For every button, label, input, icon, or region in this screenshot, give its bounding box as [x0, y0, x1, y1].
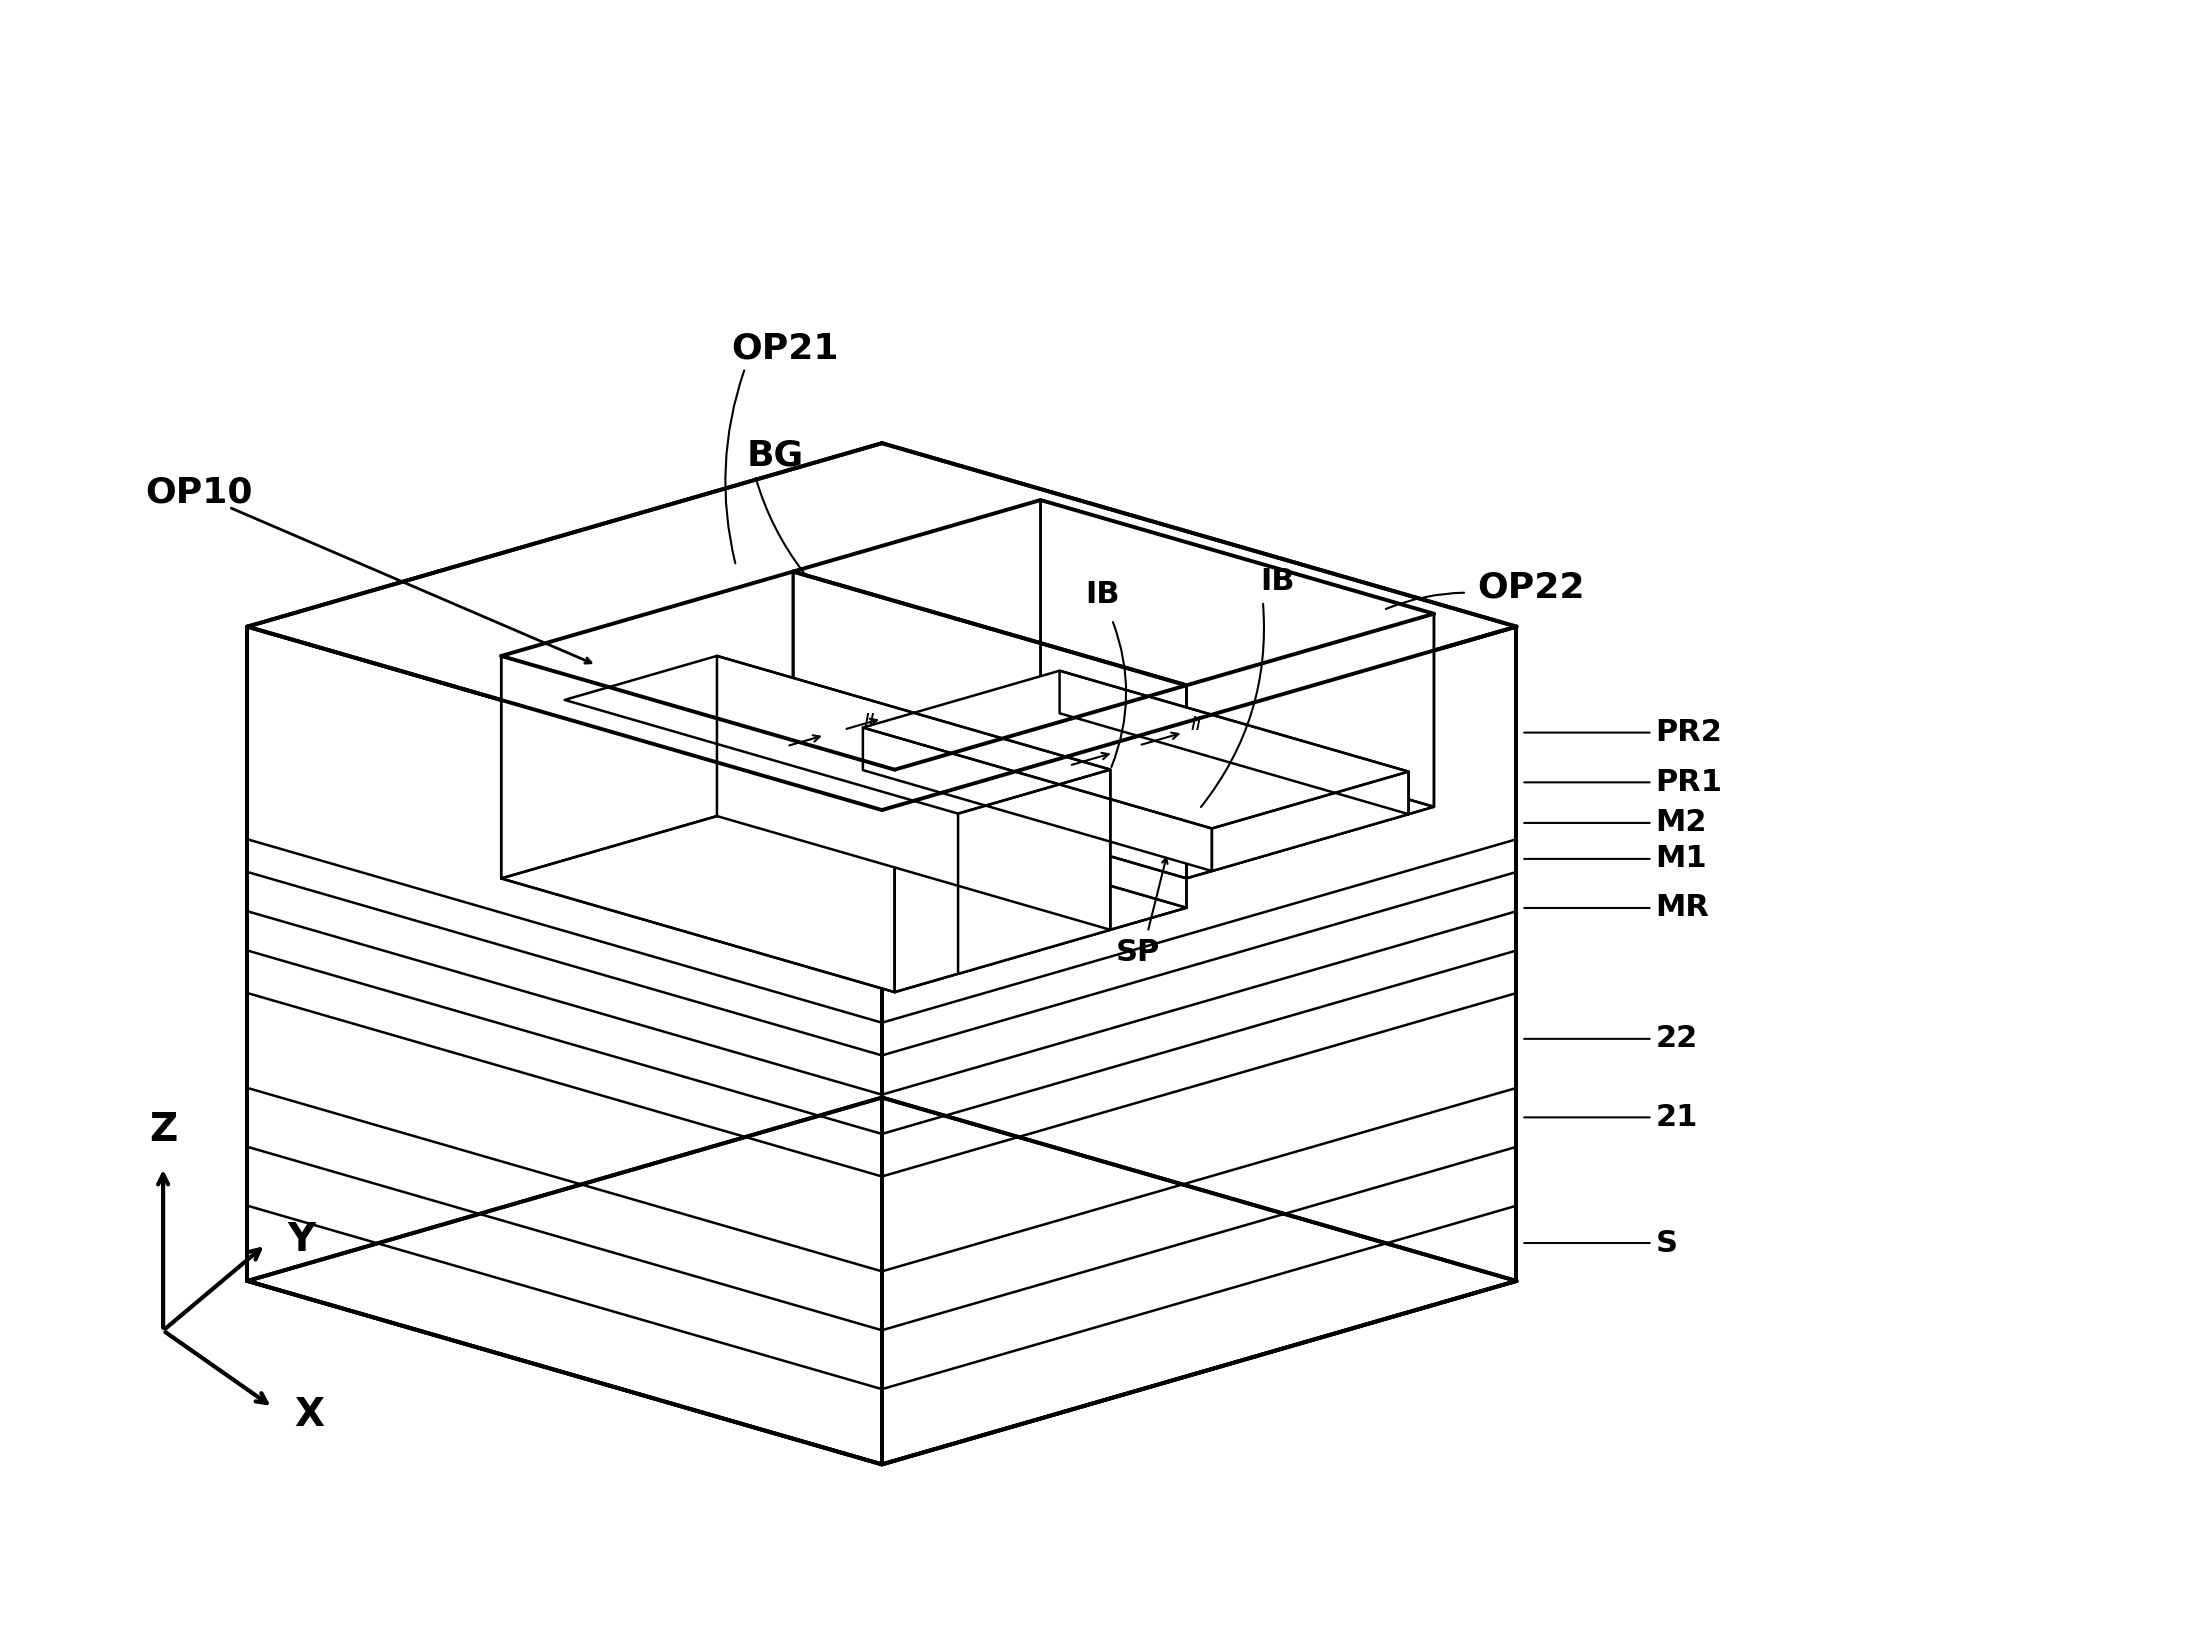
Text: OP10: OP10 [146, 474, 252, 509]
Polygon shape [793, 500, 1041, 765]
Text: OP21: OP21 [732, 332, 838, 366]
Text: OP22: OP22 [1476, 570, 1585, 604]
Text: PR2: PR2 [1525, 718, 1722, 748]
Text: 21: 21 [1525, 1103, 1697, 1133]
Text: X: X [294, 1396, 325, 1435]
Text: Y: Y [287, 1220, 316, 1258]
Polygon shape [793, 572, 1187, 908]
Polygon shape [502, 572, 793, 879]
Text: Z: Z [148, 1112, 177, 1149]
Text: S: S [1525, 1228, 1677, 1258]
Text: II: II [1191, 715, 1202, 734]
Text: IB: IB [1260, 567, 1295, 596]
Polygon shape [1059, 671, 1408, 814]
Polygon shape [959, 770, 1109, 973]
Text: MR: MR [1525, 894, 1708, 923]
Polygon shape [1187, 614, 1434, 879]
Polygon shape [895, 686, 1187, 993]
Polygon shape [862, 728, 1211, 871]
Text: M2: M2 [1525, 808, 1706, 837]
Polygon shape [862, 671, 1408, 829]
Polygon shape [793, 572, 1187, 879]
Polygon shape [248, 444, 1516, 809]
Polygon shape [502, 795, 1187, 993]
Polygon shape [566, 656, 1109, 814]
Text: M1: M1 [1525, 845, 1706, 873]
Text: II: II [864, 712, 875, 731]
Text: 22: 22 [1525, 1024, 1697, 1053]
Polygon shape [1211, 772, 1408, 871]
Text: PR1: PR1 [1525, 769, 1722, 796]
Polygon shape [793, 694, 1434, 879]
Text: BG: BG [747, 439, 804, 473]
Polygon shape [882, 627, 1516, 1464]
Polygon shape [502, 656, 895, 993]
Polygon shape [248, 627, 882, 1464]
Text: SP: SP [1116, 938, 1160, 967]
Polygon shape [716, 656, 1109, 929]
Polygon shape [1041, 500, 1434, 806]
Text: IB: IB [1085, 580, 1118, 609]
